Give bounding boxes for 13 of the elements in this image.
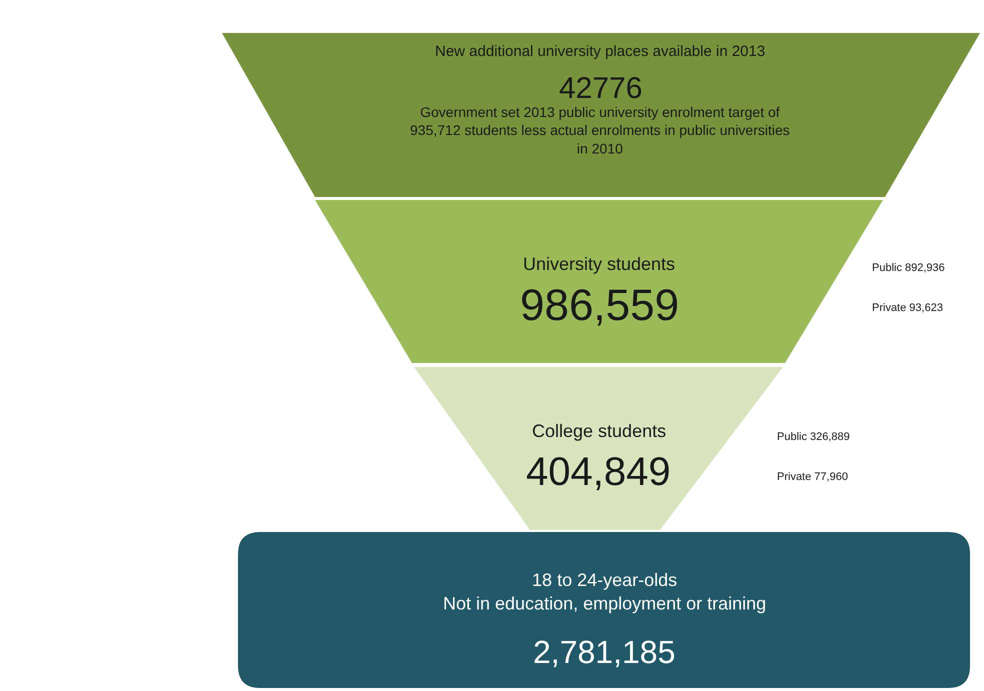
data-label: 986,559: [520, 281, 680, 330]
text: Private 77,960: [777, 471, 848, 483]
category-label: 18 to 24-year-olds Not in education, employment or training: [443, 570, 766, 614]
text: Government set 2013 public university enrolment target of 935,712 students less actual enrolments in public universities in 2010: [410, 104, 790, 156]
text: Private 93,623: [872, 302, 943, 314]
category-label: New additional university places available in 2013: [435, 43, 766, 60]
category-label: University students: [523, 254, 676, 274]
data-label: 2,781,185: [533, 634, 676, 670]
data-label: 404,849: [526, 450, 671, 494]
text: Public 892,936: [872, 262, 945, 274]
text: Public 326,889: [777, 431, 850, 443]
category-label: College students: [532, 421, 666, 441]
data-label: 42776: [559, 72, 642, 105]
